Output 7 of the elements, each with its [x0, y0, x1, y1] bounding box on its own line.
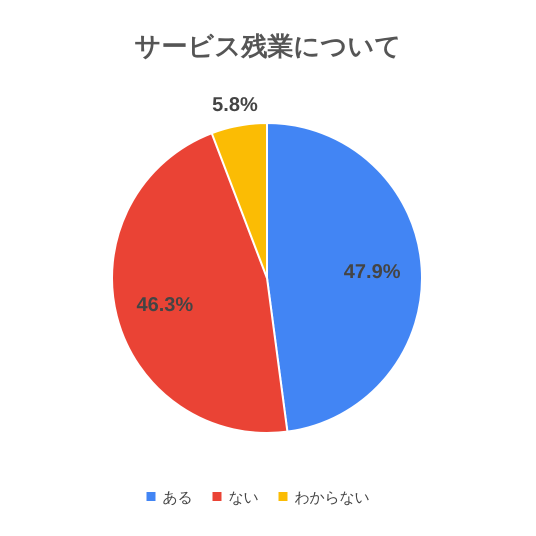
legend-label: ある — [162, 489, 192, 506]
data-label: 47.9% — [344, 261, 401, 284]
chart-title: サービス残業について — [134, 31, 402, 61]
data-label: 46.3% — [136, 294, 194, 316]
legend-label: ない — [228, 489, 258, 506]
data-label: 5.8% — [212, 94, 258, 116]
legend-label: わからない — [294, 489, 370, 506]
